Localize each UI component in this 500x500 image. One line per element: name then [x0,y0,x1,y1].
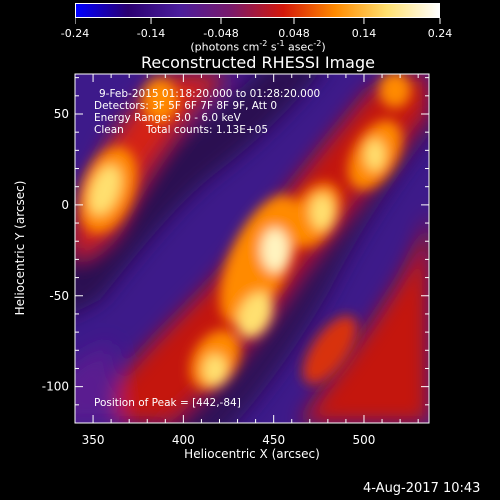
y-tick-label: -50 [49,289,69,303]
colorbar-tick-label: 0.24 [427,27,453,40]
y-tick-label: 50 [54,107,69,121]
colorbar-tick-label: -0.048 [203,27,239,40]
x-tick-label: 500 [353,433,376,447]
detectors-label: Detectors: 3F 5F 6F 7F 8F 9F, Att 0 [94,100,278,112]
peak-position-label: Position of Peak = [442,-84] [94,397,241,409]
heatmap-image [75,74,429,423]
total-counts-label: Total counts: 1.13E+05 [146,124,269,136]
y-tick-label: -100 [42,380,69,394]
colorbar-tick-labels: -0.24 -0.14 -0.048 0.048 0.14 0.24 [0,0,500,40]
colorbar-unit-label: (photons cm-2 s-1 asec-2) [190,39,326,54]
time-range-label: 9-Feb-2015 01:18:20.000 to 01:28:20.000 [99,88,321,100]
colorbar-ticks-marks [75,18,441,24]
x-tick-label: 350 [82,433,105,447]
y-tick-label: 0 [61,198,69,212]
plot-frame [74,73,430,424]
x-axis-title: Heliocentric X (arcsec) [184,447,320,461]
chart-title: Reconstructed RHESSI Image [141,53,375,72]
colorbar-tick-label: 0.14 [351,27,377,40]
timestamp: 4-Aug-2017 10:43 [363,481,481,496]
x-tick-label: 450 [262,433,285,447]
x-tick-label: 400 [172,433,195,447]
y-axis-title: Heliocentric Y (arcsec) [13,181,27,316]
energy-range-label: Energy Range: 3.0 - 6.0 keV [94,112,241,124]
colorbar [75,3,440,18]
colorbar-tick-label: -0.24 [60,27,90,40]
algorithm-label: Clean [94,124,124,136]
colorbar-tick-label: -0.14 [136,27,166,40]
colorbar-tick-label: 0.048 [278,27,310,40]
